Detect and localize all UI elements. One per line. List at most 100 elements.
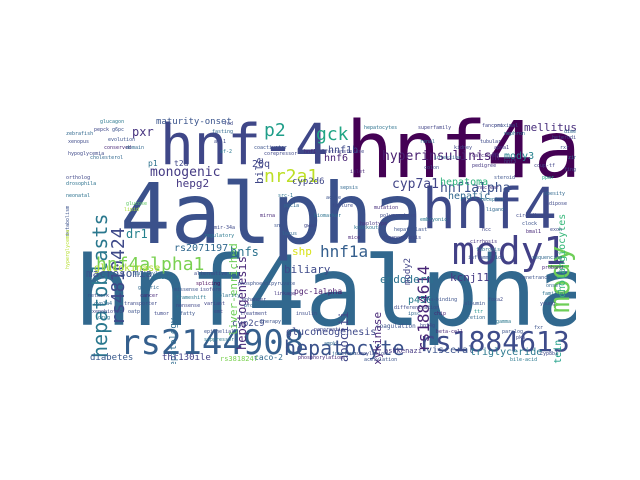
cloud-word: ppar xyxy=(542,175,555,181)
cloud-word: fasting xyxy=(212,129,234,135)
cloud-word: zinc xyxy=(568,155,576,161)
cloud-word: xenopus xyxy=(68,139,90,145)
cloud-word: fibrosis xyxy=(476,247,501,253)
cloud-word: nonsense xyxy=(176,303,201,309)
cloud-word: hnf3 xyxy=(504,159,517,165)
cloud-word: receptor xyxy=(480,197,505,203)
cloud-word: apoa1 xyxy=(494,145,510,151)
cloud-word: mutation xyxy=(374,205,399,211)
cloud-word: hypoglycemia xyxy=(68,151,105,157)
cloud-word: locus xyxy=(282,231,298,237)
cloud-word: sulfotransferase xyxy=(316,149,365,155)
cloud-word: fanconi xyxy=(482,123,504,129)
cloud-word: tubular xyxy=(480,139,502,145)
cloud-word: caco-2 xyxy=(254,353,283,362)
cloud-word: gwas xyxy=(304,223,317,229)
cloud-word: biomarker xyxy=(314,213,342,219)
cloud-word: isoform xyxy=(200,287,222,293)
cloud-word: chip xyxy=(434,311,447,317)
cloud-word: kcnj11 xyxy=(450,271,490,284)
cloud-word: haplotype xyxy=(360,221,388,227)
cloud-word: intestine xyxy=(434,155,462,161)
cloud-word: conserved xyxy=(104,145,132,151)
cloud-word: p2 xyxy=(264,120,286,141)
cloud-word: cyp8b1 xyxy=(540,351,559,357)
cloud-word: heterodimer xyxy=(552,135,576,141)
cloud-word: variant xyxy=(204,301,226,307)
cloud-word: bmal1 xyxy=(526,229,542,235)
cloud-word: cyp2d6 xyxy=(292,177,325,187)
cloud-word: adipose xyxy=(546,201,568,207)
cloud-word: acute xyxy=(326,195,342,201)
cloud-word: sequencing xyxy=(532,255,563,261)
cloud-word: domain xyxy=(126,145,145,151)
cloud-word: gastric xyxy=(138,285,160,291)
cloud-word: maturity-onset xyxy=(156,117,232,127)
cloud-word: drug xyxy=(98,315,111,321)
cloud-word: hnf4alpha xyxy=(74,236,576,348)
cloud-word: hnf4alpha1 xyxy=(96,254,205,275)
cloud-word: endoderm xyxy=(380,273,433,286)
cloud-word: cancer xyxy=(140,293,159,299)
cloud-word: mellitus xyxy=(524,121,576,134)
cloud-word: mody1 xyxy=(452,229,567,273)
cloud-word: cyp7a1 xyxy=(392,177,439,192)
cloud-word: cyp2c9 xyxy=(232,319,265,329)
cloud-word: ipsc xyxy=(408,311,421,317)
cloud-word: obesity xyxy=(544,191,566,197)
cloud-word: network xyxy=(88,293,110,299)
cloud-word: hepatic xyxy=(448,191,491,202)
cloud-word: dr1 xyxy=(126,227,148,241)
cloud-word: foxa2 xyxy=(488,297,504,303)
cloud-word: nephron xyxy=(504,131,526,137)
cloud-word: circadian xyxy=(516,213,544,219)
cloud-word: hepatoblasts xyxy=(88,213,112,359)
cloud-word: hnf1b xyxy=(328,145,359,156)
cloud-word: phosphorylation xyxy=(298,355,344,361)
cloud-word: mirna xyxy=(260,213,276,219)
cloud-word: fxr xyxy=(534,325,544,331)
cloud-word: oatp xyxy=(128,309,141,315)
cloud-word: coup-tf xyxy=(534,163,556,169)
cloud-word: failure xyxy=(332,203,354,209)
cloud-word: regulatory xyxy=(204,233,235,239)
cloud-word: hepg2 xyxy=(176,177,210,190)
cloud-word: glucokinase xyxy=(94,263,161,274)
cloud-word: junction xyxy=(332,351,357,357)
cloud-word: hnf1 xyxy=(304,149,317,155)
cloud-word: polarity xyxy=(216,293,241,299)
cloud-word: pancreatic xyxy=(314,327,345,333)
cloud-word: mice xyxy=(348,235,361,241)
cloud-word: hyperinsulinism xyxy=(382,149,500,164)
cloud-word: corepressor xyxy=(264,151,298,157)
cloud-word: promoter xyxy=(244,303,269,309)
cloud-word: thr130ile xyxy=(162,353,211,363)
cloud-word: finger xyxy=(564,167,576,173)
cloud-word: dimer xyxy=(564,129,576,135)
cloud-word: inflammation xyxy=(468,255,505,261)
cloud-word: nuclear xyxy=(478,185,500,191)
cloud-word: rs2071197 xyxy=(174,243,229,254)
cloud-word: hcc xyxy=(482,227,492,233)
cloud-word: glucagon xyxy=(100,119,125,125)
cloud-word: albumin xyxy=(464,301,486,307)
cloud-word: g6pc xyxy=(112,127,125,133)
cloud-word: pgc-1alpha xyxy=(294,287,343,296)
cloud-word: kidney xyxy=(454,145,473,151)
cloud-word: paralog xyxy=(502,329,524,335)
cloud-word: hepatocytes xyxy=(364,125,398,131)
cloud-word: pepck xyxy=(94,127,110,133)
cloud-word: superfamily xyxy=(418,125,452,131)
cloud-word: sulfonylurea xyxy=(134,271,171,277)
cloud-word: polymorphism xyxy=(380,213,417,219)
word-cloud: hnf4alpha 4alpha hnf4a hnf4 hnf-4 rs2144908 mo… xyxy=(64,116,576,364)
cloud-word: hyperglycemia xyxy=(65,229,71,269)
cloud-word: visceral xyxy=(426,345,475,356)
cloud-word: bile-acid xyxy=(510,357,538,363)
cloud-word: t2d xyxy=(174,159,189,168)
cloud-word: onset xyxy=(546,283,562,289)
cloud-word: hnf-4 xyxy=(160,116,329,178)
cloud-word: young xyxy=(540,301,556,307)
cloud-word: frameshift xyxy=(176,295,207,301)
cloud-word: alternative xyxy=(194,271,228,277)
